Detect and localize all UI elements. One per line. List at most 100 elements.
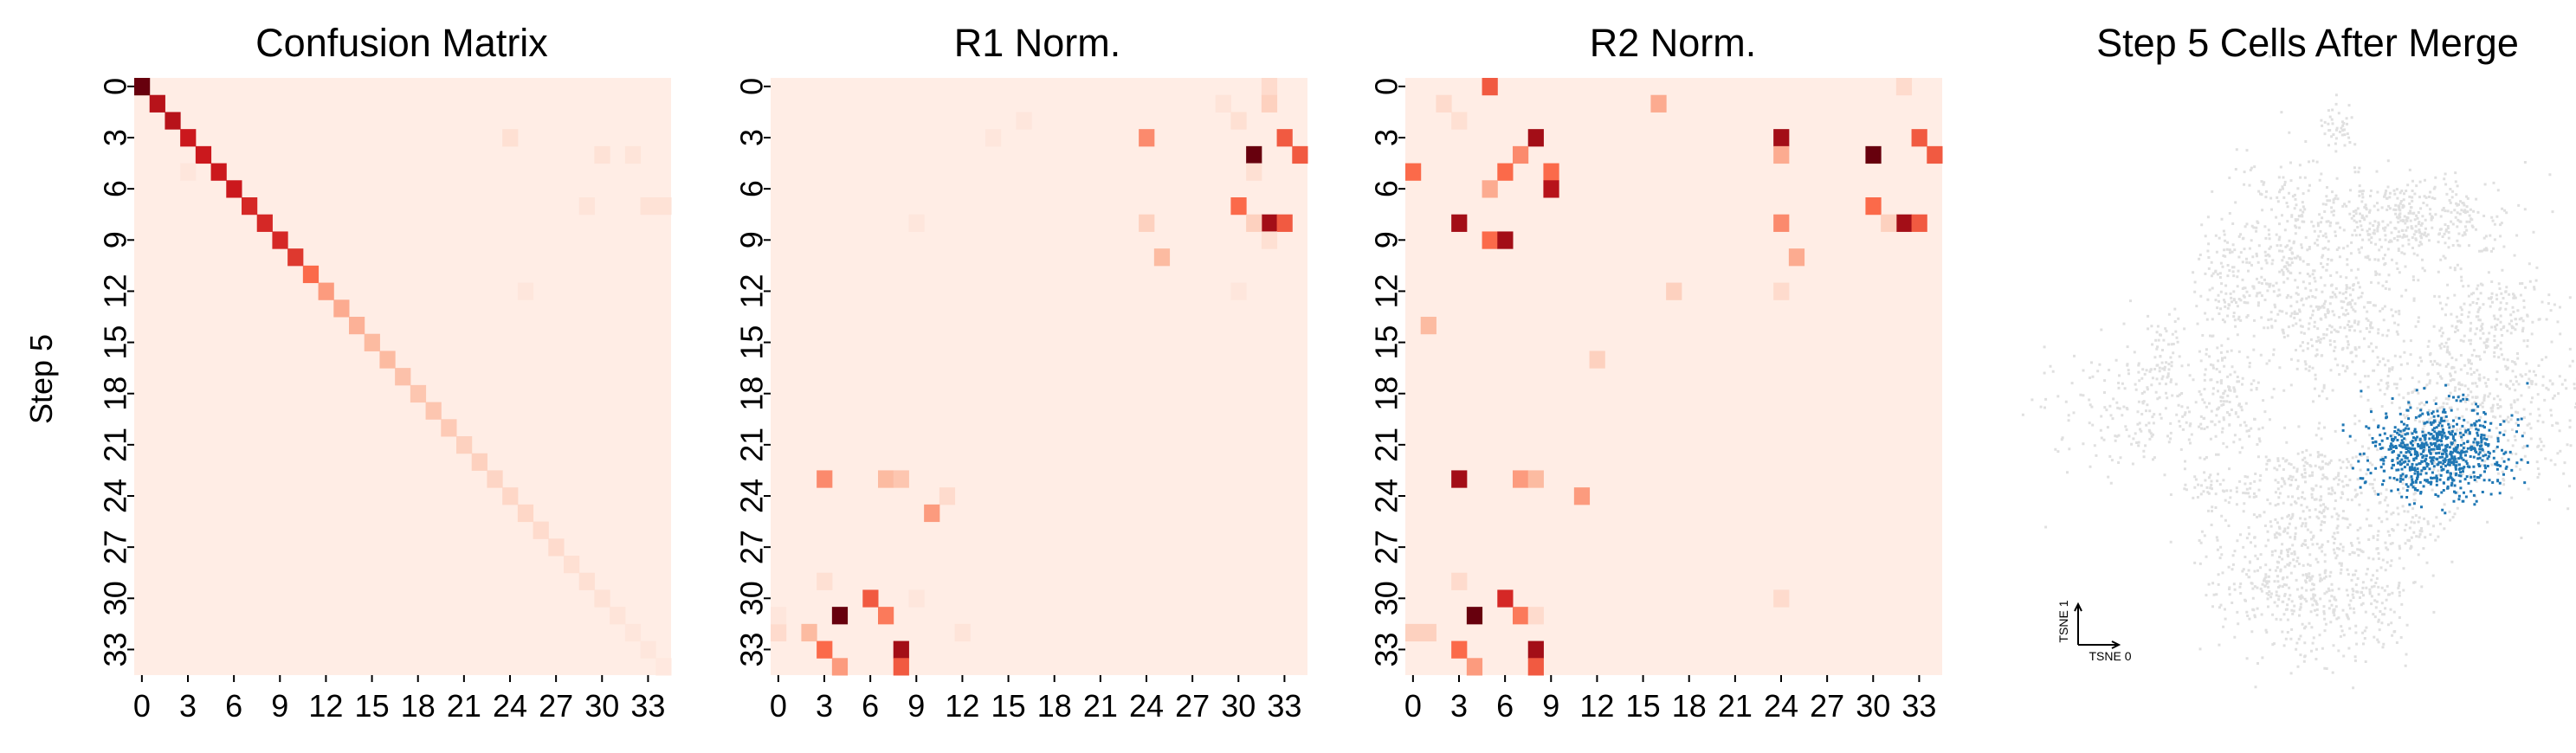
heatmap-cell — [831, 607, 849, 625]
x-tick-label: 15 — [991, 688, 1026, 724]
y-tick-label: 18 — [98, 376, 133, 411]
y-tick-label: 24 — [98, 479, 133, 513]
x-tick-label: 33 — [1901, 688, 1936, 724]
heatmap-cell — [1773, 282, 1790, 300]
y-tick-label: 3 — [1369, 129, 1404, 146]
panel-1-title: Confusion Matrix — [255, 21, 548, 65]
x-tick-label: 33 — [1267, 688, 1301, 724]
heatmap-cell — [256, 214, 273, 232]
heatmap-cell — [801, 623, 817, 642]
heatmap-cell — [1527, 470, 1544, 488]
y-tick-label: 0 — [734, 78, 770, 95]
heatmap-cell — [1230, 112, 1247, 130]
heatmap-cell — [1451, 572, 1468, 590]
x-tick-label: 21 — [447, 688, 481, 724]
heatmap-cell — [548, 538, 565, 557]
heatmap-cell — [1246, 214, 1262, 232]
y-tick-label: 33 — [1369, 632, 1404, 666]
panel-2-title: R1 Norm. — [954, 21, 1121, 65]
heatmap-cell — [655, 197, 672, 216]
heatmap-cell — [1865, 145, 1882, 164]
heatmap-cell — [594, 589, 610, 608]
y-tick-label: 15 — [734, 325, 770, 360]
heatmap-cell — [1865, 197, 1882, 216]
heatmap-cell — [226, 180, 242, 198]
x-tick-label: 0 — [133, 688, 151, 724]
x-tick-label: 6 — [225, 688, 242, 724]
x-tick-label: 30 — [1221, 688, 1256, 724]
heatmap-cell — [1215, 94, 1231, 113]
x-tick-label: 24 — [1129, 688, 1164, 724]
heatmap-cell — [180, 129, 197, 147]
y-tick-label: 12 — [98, 274, 133, 308]
y-tick-label: 0 — [1369, 78, 1404, 95]
heatmap-cell — [862, 589, 879, 608]
heatmap-cell — [985, 129, 1002, 147]
heatmap-cell — [1292, 145, 1308, 164]
heatmap-cell — [878, 470, 894, 488]
heatmap-cell — [210, 163, 227, 181]
heatmap-cell — [1451, 112, 1468, 130]
heatmap-cell — [594, 145, 610, 164]
y-tick-label: 30 — [98, 581, 133, 615]
x-tick-label: 6 — [1496, 688, 1514, 724]
heatmap-cell — [1420, 623, 1436, 642]
heatmap-cell — [1513, 470, 1529, 488]
x-tick-label: 27 — [539, 688, 573, 724]
x-tick-label: 33 — [630, 688, 665, 724]
heatmap-cell — [1513, 607, 1529, 625]
heatmap-cell — [893, 470, 909, 488]
heatmap-cell — [624, 145, 642, 164]
heatmap-cell — [1482, 78, 1498, 96]
heatmap-cell — [1650, 94, 1667, 113]
heatmap-cell — [1405, 163, 1422, 181]
heatmap-cell — [149, 94, 165, 113]
x-tick-label: 12 — [308, 688, 343, 724]
heatmap-cell — [1276, 214, 1293, 232]
heatmap-cell — [1527, 640, 1544, 659]
heatmap-cell — [180, 163, 197, 181]
heatmap-cell — [487, 470, 503, 488]
x-tick-label: 0 — [1404, 688, 1422, 724]
heatmap-cell — [349, 317, 365, 335]
y-tick-label: 12 — [1369, 274, 1404, 308]
x-tick-label: 27 — [1175, 688, 1210, 724]
y-tick-label: 6 — [734, 180, 770, 197]
heatmap-cell — [578, 572, 595, 590]
heatmap-cell — [564, 556, 580, 574]
x-tick-label: 27 — [1810, 688, 1844, 724]
heatmap-cell — [517, 282, 534, 300]
heatmap-cell — [817, 640, 833, 659]
heatmap-cell — [364, 333, 380, 351]
heatmap-cell — [1420, 317, 1436, 335]
heatmap-cell — [471, 453, 487, 471]
y-tick-label: 12 — [734, 274, 770, 308]
x-tick-label: 24 — [1764, 688, 1798, 724]
heatmap-cell — [1666, 282, 1682, 300]
heatmap-cell — [1497, 589, 1514, 608]
heatmap-cell — [1261, 94, 1278, 113]
x-tick-label: 9 — [1542, 688, 1559, 724]
heatmap-cell — [287, 248, 304, 267]
y-tick-label: 24 — [734, 479, 770, 513]
heatmap-cell — [1405, 623, 1422, 642]
y-tick-label: 9 — [98, 231, 133, 248]
heatmap-cell — [1482, 180, 1498, 198]
x-tick-label: 12 — [945, 688, 979, 724]
heatmap-cell — [502, 487, 519, 505]
heatmap-cell — [1773, 214, 1790, 232]
heatmap-cell — [640, 640, 656, 659]
heatmap-background — [771, 78, 1307, 675]
heatmap-cell — [1276, 129, 1293, 147]
heatmap-cell — [1261, 78, 1278, 96]
heatmap-cell — [302, 265, 320, 284]
y-tick-label: 18 — [734, 376, 770, 411]
heatmap-cell — [817, 572, 833, 590]
tsne-background-points — [2021, 55, 2576, 690]
heatmap-cell — [1497, 231, 1514, 249]
y-tick-label: 21 — [98, 428, 133, 462]
heatmap-cell — [272, 231, 288, 249]
heatmap-cell — [165, 112, 181, 130]
heatmap-cell — [878, 607, 894, 625]
